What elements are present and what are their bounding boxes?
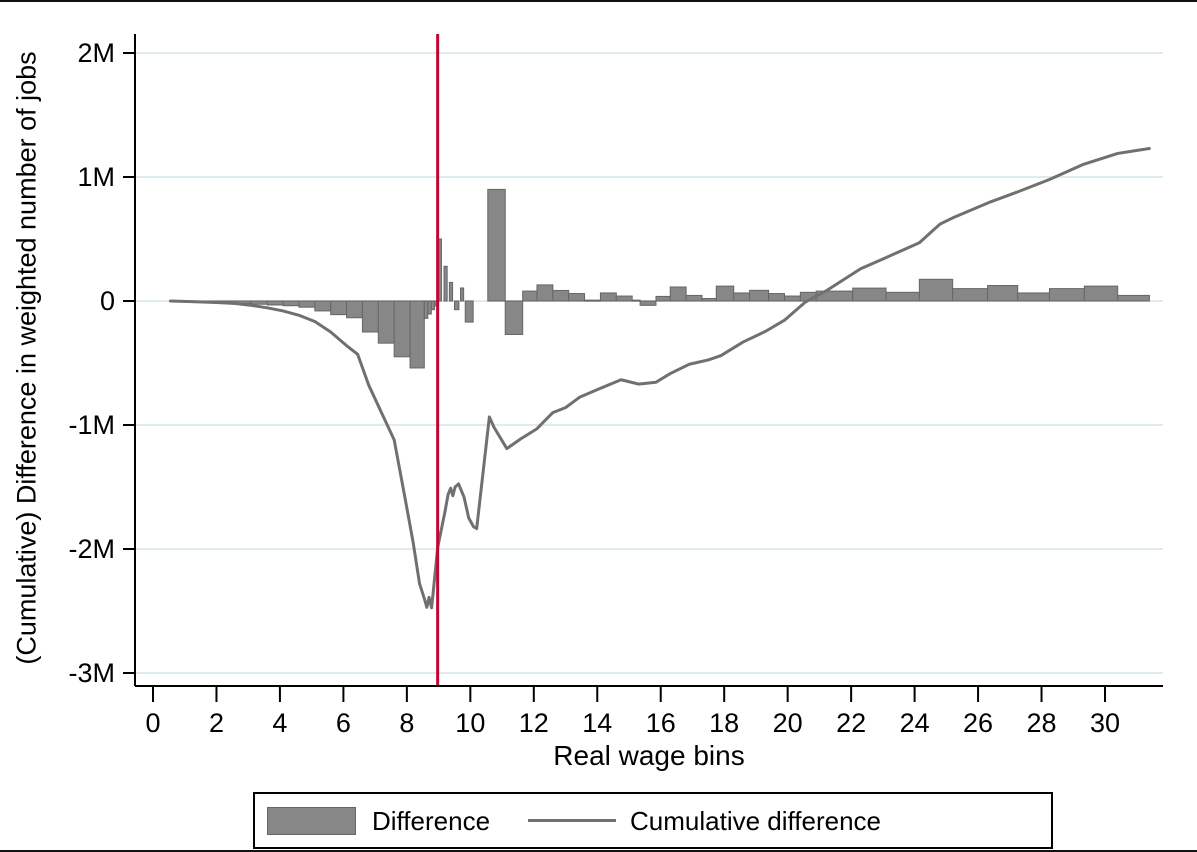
svg-text:22: 22 bbox=[836, 708, 866, 738]
svg-text:16: 16 bbox=[646, 708, 676, 738]
cumulative-line-swatch-icon bbox=[528, 819, 617, 822]
svg-text:0: 0 bbox=[100, 286, 115, 316]
svg-text:8: 8 bbox=[399, 708, 414, 738]
svg-text:-1M: -1M bbox=[69, 410, 116, 440]
svg-text:24: 24 bbox=[900, 708, 930, 738]
svg-text:-2M: -2M bbox=[69, 534, 116, 564]
legend-label-cumulative-difference: Cumulative difference bbox=[630, 805, 882, 836]
svg-text:28: 28 bbox=[1027, 708, 1057, 738]
x-axis-ticks: 0 2 4 6 8 10 12 14 16 18 20 22 24 26 28 30 bbox=[145, 686, 1120, 738]
legend: Difference Cumulative difference bbox=[253, 792, 1053, 849]
svg-text:4: 4 bbox=[272, 708, 287, 738]
gridlines bbox=[135, 52, 1163, 674]
svg-text:26: 26 bbox=[963, 708, 993, 738]
svg-text:30: 30 bbox=[1090, 708, 1120, 738]
svg-text:12: 12 bbox=[519, 708, 549, 738]
axes bbox=[134, 34, 1163, 687]
cumulative-difference-line bbox=[168, 146, 1151, 610]
svg-text:20: 20 bbox=[773, 708, 803, 738]
svg-text:2M: 2M bbox=[77, 38, 115, 68]
y-axis-ticks: 2M 1M 0 -1M -2M -3M bbox=[69, 38, 135, 688]
svg-text:18: 18 bbox=[709, 708, 739, 738]
difference-bars-series bbox=[171, 188, 1150, 369]
difference-bar-swatch-icon bbox=[267, 806, 356, 835]
svg-text:6: 6 bbox=[336, 708, 351, 738]
legend-label-difference: Difference bbox=[372, 805, 491, 836]
svg-text:14: 14 bbox=[582, 708, 612, 738]
svg-text:-3M: -3M bbox=[69, 658, 116, 688]
svg-text:2: 2 bbox=[209, 708, 224, 738]
y-axis-title: (Cumulative) Difference in weighted numb… bbox=[11, 51, 42, 665]
svg-text:10: 10 bbox=[455, 708, 485, 738]
x-axis-title: Real wage bins bbox=[553, 740, 745, 771]
svg-text:1M: 1M bbox=[77, 162, 115, 192]
svg-text:0: 0 bbox=[145, 708, 160, 738]
